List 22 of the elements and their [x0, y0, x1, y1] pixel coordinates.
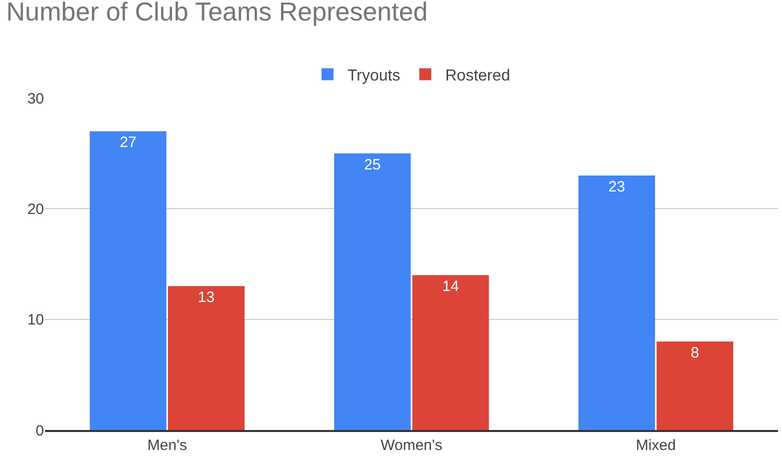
data-label: 27: [120, 134, 136, 152]
bar: [412, 275, 489, 430]
chart-title: Number of Club Teams Represented: [6, 0, 428, 27]
data-label: 8: [690, 344, 700, 362]
data-label: 14: [442, 278, 459, 296]
y-tick-label: 10: [27, 312, 44, 329]
data-label: 23: [608, 178, 626, 196]
bar: [90, 131, 166, 430]
bar: [578, 175, 656, 430]
y-tick-label: 0: [36, 422, 44, 440]
y-tick-label: 20: [27, 200, 44, 218]
x-tick-label: Women's: [380, 436, 442, 454]
y-tick-label: 30: [27, 90, 44, 108]
x-tick-label: Men's: [147, 436, 187, 454]
legend-label: Tryouts: [348, 68, 400, 84]
x-tick-label: Mixed: [636, 436, 676, 454]
legend-label: Rostered: [445, 68, 510, 84]
data-label: 13: [198, 289, 215, 306]
data-label: 25: [364, 156, 381, 174]
bar: [168, 286, 245, 430]
bar: [656, 341, 734, 430]
bar: [334, 153, 411, 430]
